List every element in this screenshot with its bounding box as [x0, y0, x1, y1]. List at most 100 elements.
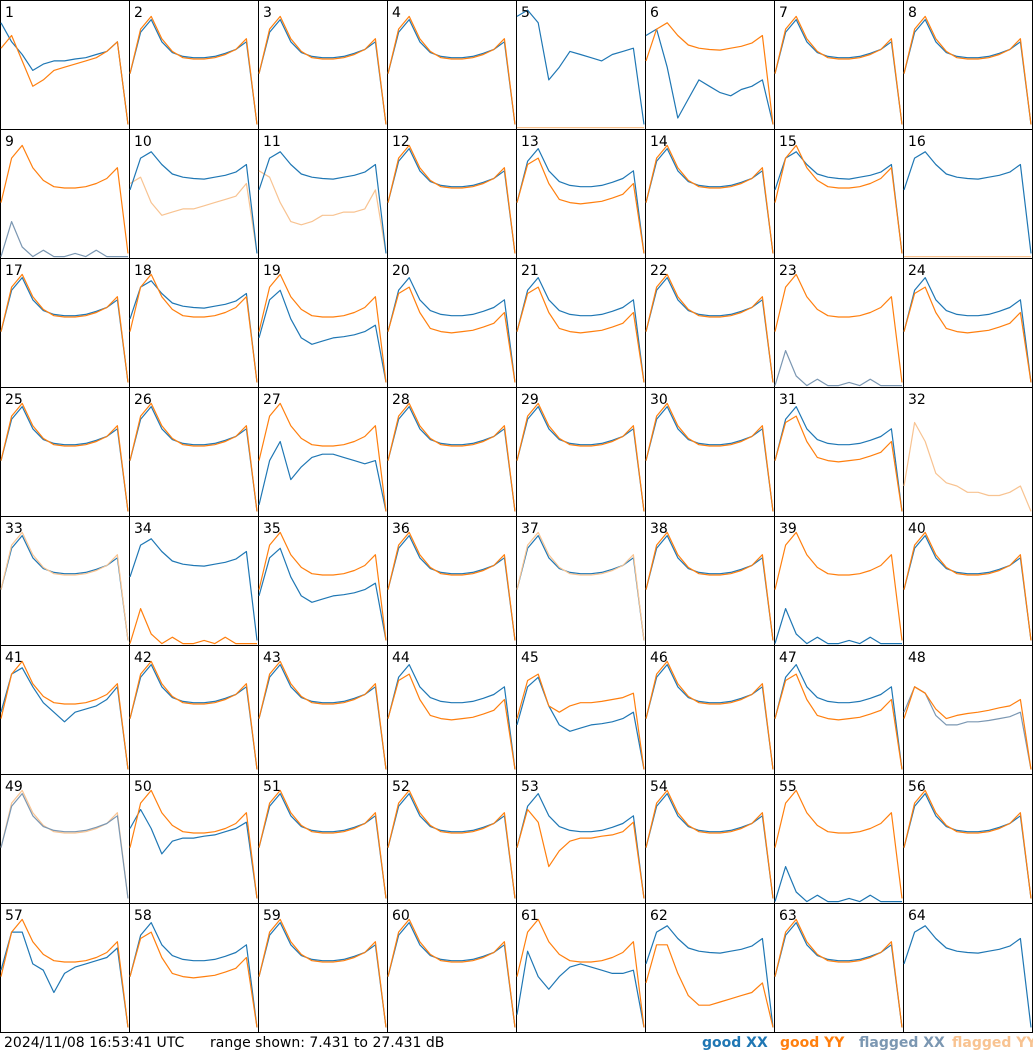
spectrum-line — [0, 221, 128, 258]
panel-number: 56 — [908, 779, 926, 795]
spectrum-line — [0, 792, 129, 899]
spectrum-line — [645, 660, 774, 770]
panel-number: 36 — [392, 521, 410, 537]
legend-entry: flagged YY — [952, 1035, 1033, 1051]
spectrum-line — [516, 402, 645, 512]
spectrum-line — [645, 925, 774, 1028]
spectrum-line — [129, 15, 258, 125]
panel-number: 26 — [134, 392, 152, 408]
spectrum-line — [903, 277, 1032, 383]
panel-number: 6 — [650, 5, 659, 21]
panel-number: 45 — [521, 650, 539, 666]
spectrum-line — [258, 531, 387, 641]
spectrum-line — [516, 531, 645, 641]
spectrum-line — [387, 673, 516, 770]
spectrum-line — [258, 440, 387, 512]
panel-number: 41 — [5, 650, 23, 666]
spectrum-line — [516, 157, 645, 254]
spectrum-line — [774, 607, 902, 645]
panel-number: 11 — [263, 134, 281, 150]
spectrum-line — [129, 607, 257, 645]
spectrum-line — [516, 808, 645, 899]
spectrum-line — [0, 931, 129, 1028]
spectrum-line — [129, 151, 258, 254]
spectrum-line — [774, 865, 902, 903]
range-unit: dB — [426, 1035, 445, 1051]
panel-number: 14 — [650, 134, 668, 150]
spectrum-line — [774, 273, 903, 383]
panel-number: 55 — [779, 779, 797, 795]
spectrum-line — [129, 808, 258, 899]
panel-number: 38 — [650, 521, 668, 537]
range-to: to — [354, 1035, 368, 1051]
spectrum-line — [903, 686, 1032, 770]
panel-number: 32 — [908, 392, 926, 408]
spectrum-line — [903, 15, 1032, 125]
spectrum-line — [258, 273, 387, 383]
spectrum-line — [645, 22, 774, 125]
legend-entry: flagged XX — [859, 1035, 945, 1051]
panel-number: 23 — [779, 263, 797, 279]
spectrum-line — [774, 406, 903, 512]
panel-number: 31 — [779, 392, 797, 408]
spectrum-line — [903, 286, 1032, 383]
spectrum-line — [387, 789, 516, 899]
panel-number: 47 — [779, 650, 797, 666]
panel: 63 — [774, 903, 904, 1033]
spectrum-line — [0, 273, 129, 383]
spectrum-line — [129, 538, 258, 641]
panel-number: 25 — [5, 392, 23, 408]
panel-number: 52 — [392, 779, 410, 795]
spectrum-line — [774, 144, 903, 254]
spectrum-line — [774, 663, 903, 770]
panel-number: 27 — [263, 392, 281, 408]
spectrum-line — [516, 277, 645, 383]
range-max: 27.431 — [372, 1035, 421, 1051]
spectrum-line — [387, 531, 516, 641]
panel-number: 24 — [908, 263, 926, 279]
spectrum-line — [387, 286, 516, 383]
spectrum-line — [516, 918, 645, 1028]
legend: good XX good YY flagged XX flagged YY — [702, 1035, 1033, 1051]
spectrum-line — [387, 277, 516, 383]
spectrum-line — [774, 918, 903, 1028]
range-text: range shown: 7.431 to 27.431 dB — [210, 1035, 444, 1051]
spectrum-line — [387, 918, 516, 1028]
panel-number: 17 — [5, 263, 23, 279]
spectrum-line — [903, 531, 1032, 641]
footer: 2024/11/08 16:53:41 UTC range shown: 7.4… — [4, 1035, 444, 1051]
panel-number: 28 — [392, 392, 410, 408]
panel-number: 5 — [521, 5, 530, 21]
spectrum-line — [258, 170, 387, 254]
panel-number: 39 — [779, 521, 797, 537]
spectrum-line — [258, 789, 387, 899]
panel-number: 2 — [134, 5, 143, 21]
spectrum-line — [258, 151, 387, 254]
spectrum-line — [645, 273, 774, 383]
spectrum-line — [129, 273, 258, 383]
panel-number: 13 — [521, 134, 539, 150]
panel-number: 22 — [650, 263, 668, 279]
spectrum-line — [774, 350, 902, 387]
spectrum-line — [645, 402, 774, 512]
panel-number: 44 — [392, 650, 410, 666]
panel-number: 19 — [263, 263, 281, 279]
panel: 60 — [387, 903, 517, 1033]
spectrum-line — [129, 931, 258, 1028]
spectrum-line — [645, 531, 774, 641]
legend-entry: good YY — [780, 1035, 845, 1051]
spectrum-line — [516, 676, 645, 770]
panel-number: 9 — [5, 134, 14, 150]
spectrum-line — [387, 402, 516, 512]
panel-number: 60 — [392, 908, 410, 924]
range-prefix: range shown: — [210, 1035, 305, 1051]
spectrum-line — [645, 28, 774, 125]
panel-number: 43 — [263, 650, 281, 666]
panel-number: 62 — [650, 908, 668, 924]
spectrum-line — [903, 421, 1032, 512]
spectrum-line — [387, 663, 516, 770]
panel-number: 42 — [134, 650, 152, 666]
panel: 56 — [903, 774, 1033, 904]
panel-number: 63 — [779, 908, 797, 924]
